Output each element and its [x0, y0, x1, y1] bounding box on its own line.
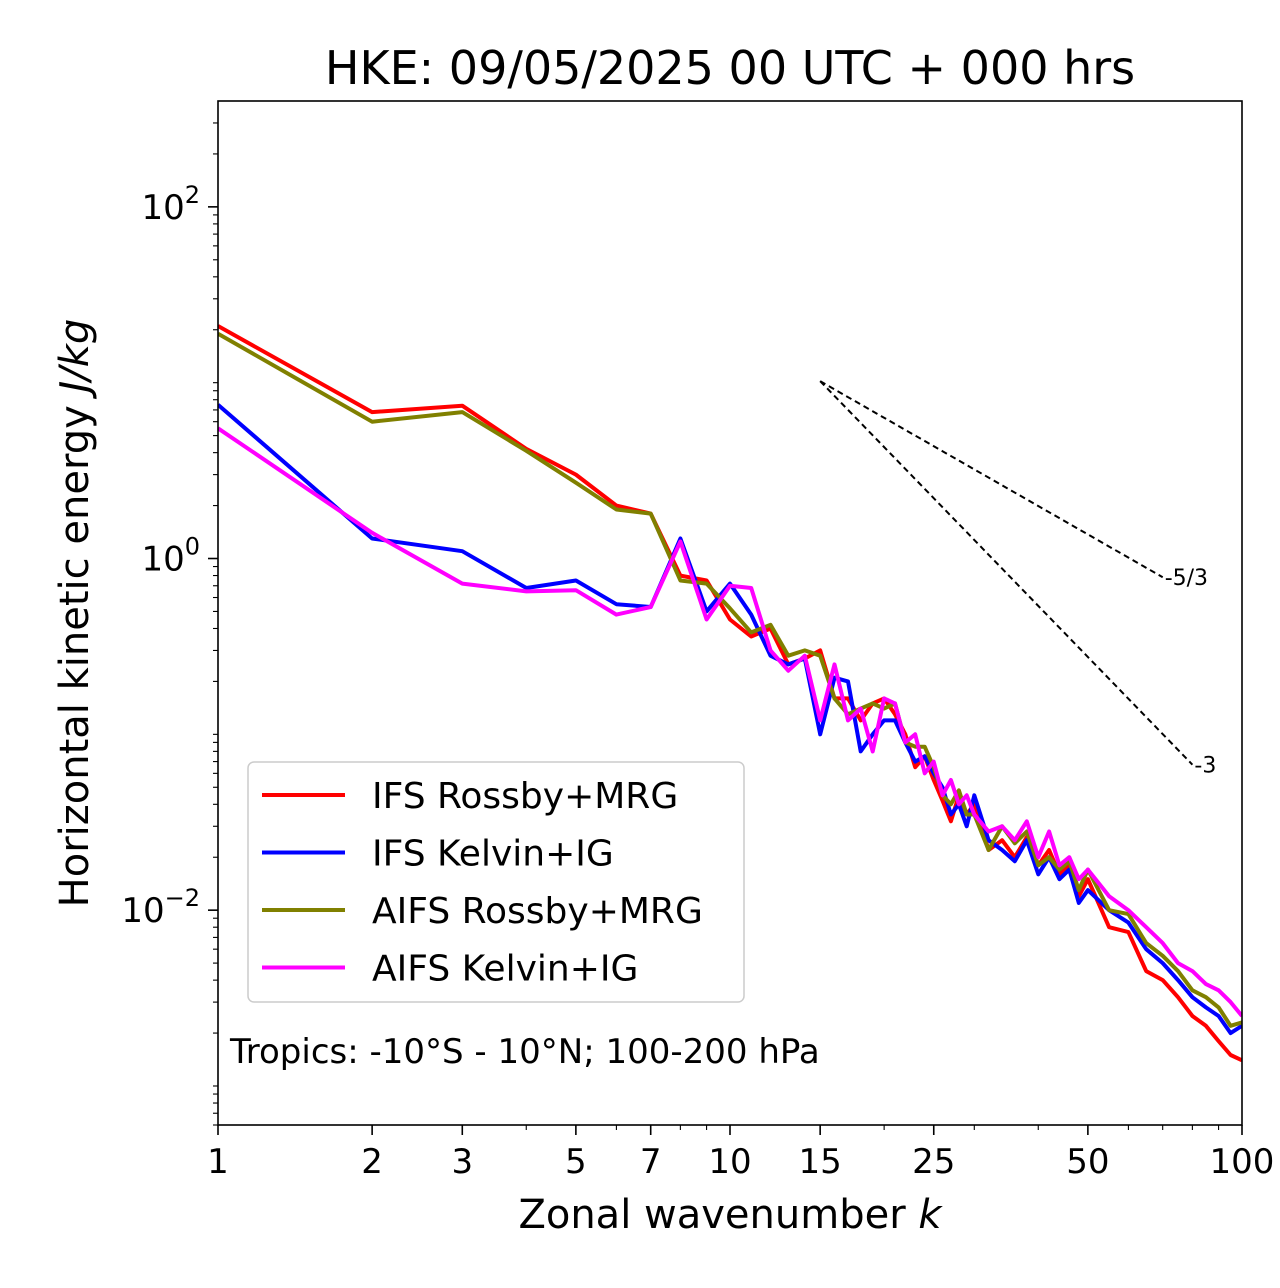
x-tick-label: 5 [565, 1142, 587, 1182]
y-tick-exponent: −2 [165, 884, 200, 912]
series-line-4 [218, 426, 1242, 1018]
x-tick-label: 100 [1210, 1142, 1275, 1182]
x-tick-label: 2 [361, 1142, 383, 1182]
x-axis-symbol: k [918, 1192, 943, 1238]
y-tick-base: 10 [141, 540, 184, 580]
minor-ticks [213, 122, 1220, 1130]
region-annotation: Tropics: -10°S - 10°N; 100-200 hPa [229, 1032, 820, 1072]
x-tick-label: 25 [912, 1142, 955, 1182]
x-tick-label: 7 [640, 1142, 662, 1182]
legend-label-3: AIFS Rossby+MRG [372, 891, 703, 932]
chart-title: HKE: 09/05/2025 00 UTC + 000 hrs [325, 41, 1135, 95]
x-tick-label: 15 [799, 1142, 842, 1182]
x-tick-label: 3 [451, 1142, 473, 1182]
reference-slope-line-1 [819, 380, 1164, 579]
y-axis-label: Horizontal kinetic energy [52, 405, 98, 907]
x-tick-label: 50 [1066, 1142, 1109, 1182]
series-layer [218, 324, 1242, 1063]
reference-slope-label-1: -5/3 [1165, 566, 1208, 591]
x-axis-label: Zonal wavenumber [518, 1192, 906, 1238]
x-axis-title: Zonal wavenumber k [518, 1192, 943, 1238]
legend-label-4: AIFS Kelvin+IG [372, 949, 638, 990]
reference-slopes: -5/3 -3 [819, 380, 1216, 779]
y-axis-units: J/kg [52, 319, 98, 400]
plot-frame [217, 100, 1243, 1126]
legend-label-1: IFS Rossby+MRG [372, 776, 678, 817]
y-tick-label: 10−2 [121, 884, 200, 931]
reference-slope-line-2 [819, 380, 1194, 766]
y-tick-label: 100 [141, 533, 200, 580]
legend-label-2: IFS Kelvin+IG [372, 834, 614, 875]
x-axis-ticks: 1 2 3 5 7 10 15 25 50 100 [207, 1125, 1274, 1182]
y-tick-base: 10 [121, 891, 164, 931]
y-axis-title: Horizontal kinetic energy J/kg [52, 319, 98, 908]
y-tick-exponent: 0 [185, 533, 200, 561]
x-tick-label: 1 [207, 1142, 229, 1182]
x-tick-label: 10 [708, 1142, 751, 1182]
y-tick-exponent: 2 [185, 181, 200, 209]
y-tick-base: 10 [141, 188, 184, 228]
legend-box [247, 761, 745, 1003]
y-tick-label: 102 [141, 181, 200, 228]
reference-slope-label-2: -3 [1194, 754, 1216, 779]
legend: IFS Rossby+MRG IFS Kelvin+IG AIFS Rossby+M… [247, 761, 745, 1003]
